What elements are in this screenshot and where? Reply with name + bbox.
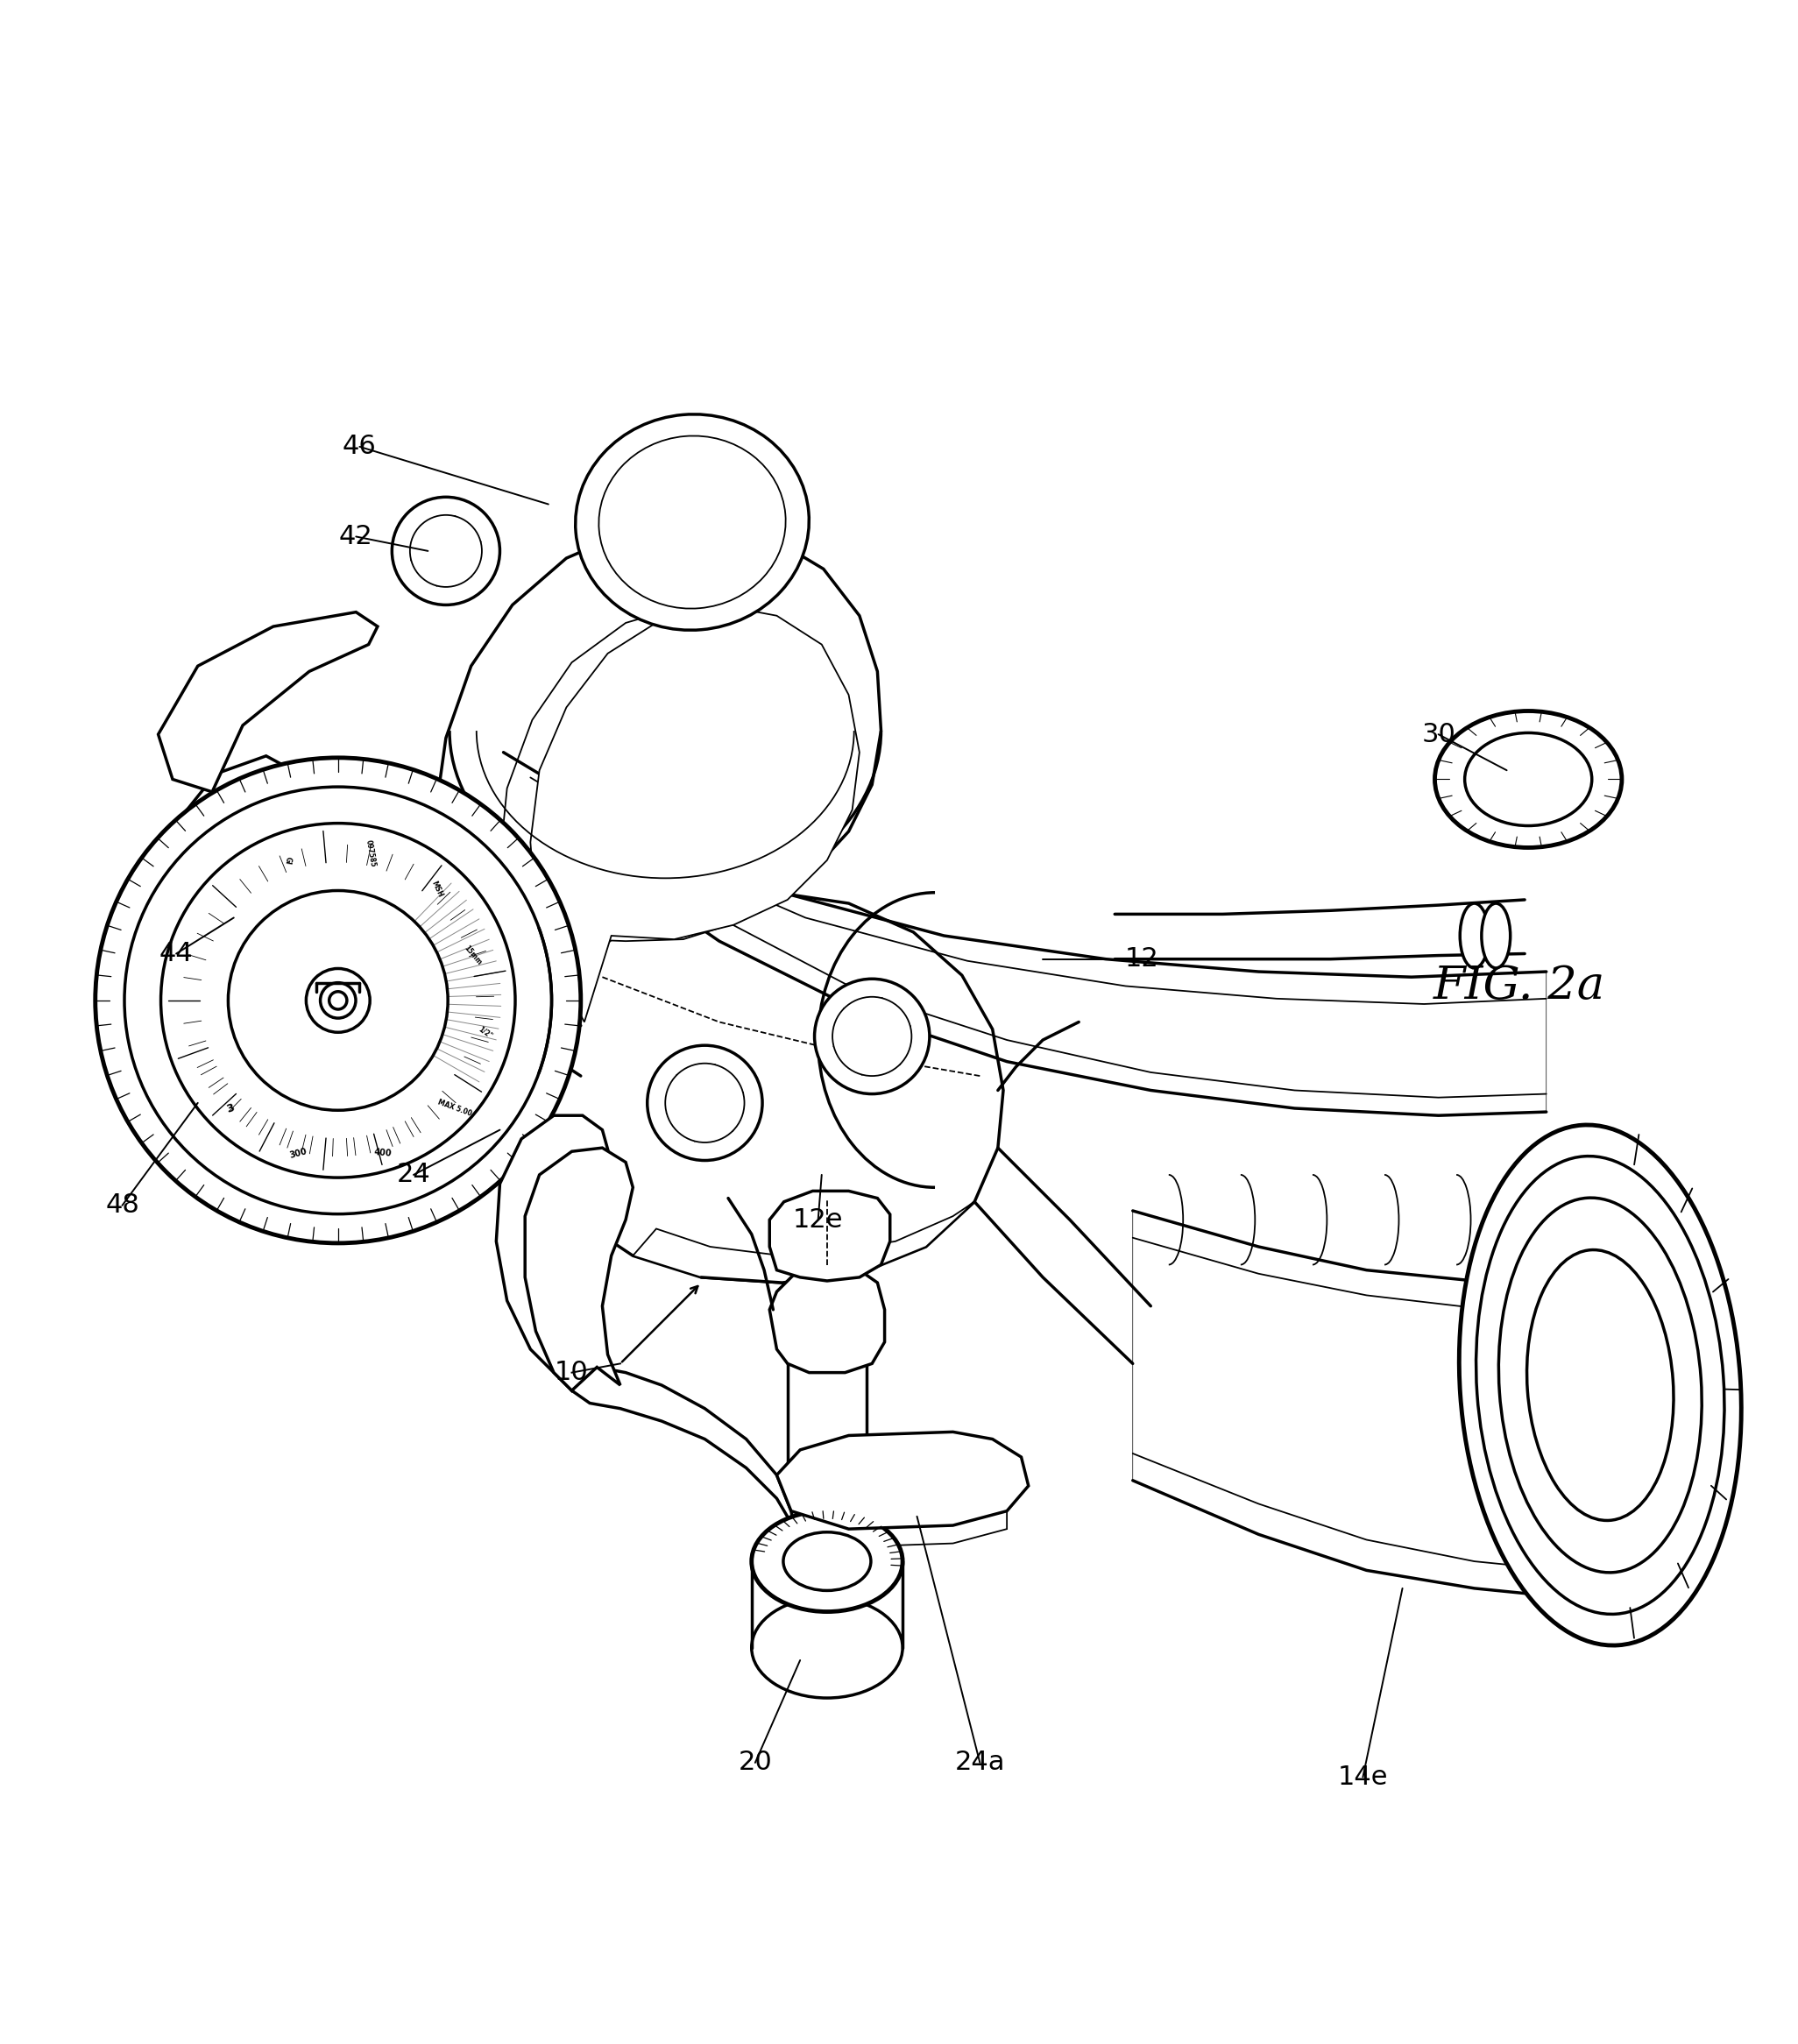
Circle shape <box>410 515 482 587</box>
Ellipse shape <box>1500 1198 1701 1572</box>
Ellipse shape <box>752 1511 903 1611</box>
Text: 24a: 24a <box>955 1750 1005 1776</box>
Text: 12: 12 <box>1126 946 1158 971</box>
Text: 44: 44 <box>160 940 192 967</box>
Ellipse shape <box>1476 1157 1724 1615</box>
Polygon shape <box>633 1202 975 1284</box>
Circle shape <box>306 969 370 1032</box>
Text: GI: GI <box>282 856 293 865</box>
Polygon shape <box>791 1511 1007 1547</box>
Polygon shape <box>496 1116 611 1390</box>
Circle shape <box>392 497 500 605</box>
Polygon shape <box>525 1149 633 1390</box>
Polygon shape <box>1133 1210 1600 1596</box>
Ellipse shape <box>160 824 516 1177</box>
Polygon shape <box>503 752 1546 1116</box>
Text: 48: 48 <box>106 1192 138 1218</box>
Text: FIG. 2a: FIG. 2a <box>1433 963 1606 1008</box>
Text: 10: 10 <box>556 1359 588 1386</box>
Text: MAX 5.00: MAX 5.00 <box>437 1098 473 1118</box>
Circle shape <box>832 997 912 1075</box>
Ellipse shape <box>752 1596 903 1699</box>
Ellipse shape <box>1527 1249 1674 1521</box>
Circle shape <box>814 979 930 1094</box>
Text: 20: 20 <box>739 1750 771 1776</box>
Circle shape <box>320 983 356 1018</box>
Ellipse shape <box>575 415 809 630</box>
Polygon shape <box>770 1192 890 1282</box>
Polygon shape <box>530 605 859 1022</box>
Ellipse shape <box>1465 734 1591 826</box>
Ellipse shape <box>95 758 581 1243</box>
Text: 300: 300 <box>289 1147 307 1159</box>
Ellipse shape <box>784 1533 870 1590</box>
Circle shape <box>665 1063 744 1143</box>
Ellipse shape <box>1482 903 1510 969</box>
Text: 3: 3 <box>225 1102 236 1114</box>
Text: 14e: 14e <box>1338 1764 1388 1791</box>
Polygon shape <box>532 893 1003 1284</box>
Text: 24: 24 <box>397 1163 430 1188</box>
Text: 12e: 12e <box>793 1208 843 1233</box>
Text: 097585: 097585 <box>365 838 376 867</box>
Text: 30: 30 <box>1422 722 1455 746</box>
Ellipse shape <box>1460 903 1489 969</box>
Circle shape <box>329 991 347 1010</box>
Polygon shape <box>500 605 852 1044</box>
Polygon shape <box>187 756 324 971</box>
Text: 1/2": 1/2" <box>476 1026 494 1040</box>
Text: MSH: MSH <box>430 879 444 899</box>
Polygon shape <box>777 1433 1028 1529</box>
Text: 15mm: 15mm <box>462 944 484 967</box>
Ellipse shape <box>1435 711 1622 848</box>
Text: 42: 42 <box>340 523 372 550</box>
Text: 46: 46 <box>343 433 376 460</box>
Polygon shape <box>770 1265 885 1374</box>
Ellipse shape <box>228 891 448 1110</box>
Ellipse shape <box>1460 1124 1740 1645</box>
Polygon shape <box>158 611 378 791</box>
Text: 400: 400 <box>374 1149 392 1159</box>
Circle shape <box>647 1044 762 1161</box>
Polygon shape <box>572 1367 795 1529</box>
Ellipse shape <box>124 787 552 1214</box>
Ellipse shape <box>599 435 786 609</box>
Polygon shape <box>435 521 881 1083</box>
